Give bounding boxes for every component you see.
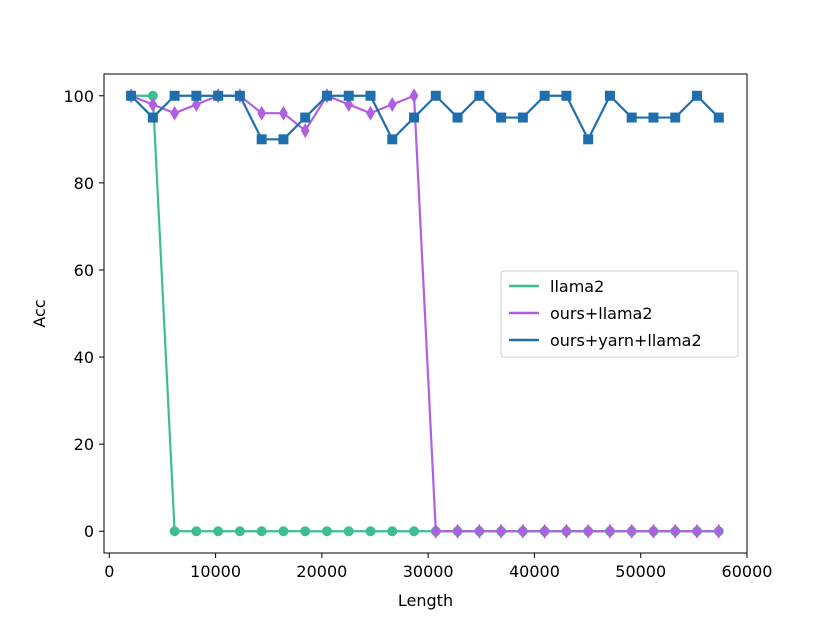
x-tick-label: 60000 — [722, 562, 773, 581]
data-point — [343, 526, 354, 537]
data-point — [627, 523, 637, 539]
x-tick-label: 20000 — [296, 562, 347, 581]
data-point — [583, 134, 594, 145]
data-point — [670, 523, 680, 539]
data-point — [474, 90, 485, 101]
data-point — [278, 134, 289, 145]
x-tick-label: 50000 — [615, 562, 666, 581]
y-tick-label: 100 — [63, 87, 94, 106]
data-point — [387, 96, 397, 112]
data-point — [191, 90, 202, 101]
data-point — [649, 523, 658, 539]
data-point — [518, 523, 528, 539]
data-point — [409, 526, 420, 537]
data-point — [300, 526, 311, 537]
data-point — [213, 90, 224, 101]
data-point — [279, 105, 288, 121]
legend-box — [500, 270, 739, 358]
data-point — [147, 112, 158, 123]
data-point — [431, 523, 441, 539]
data-point — [474, 523, 484, 539]
data-point — [539, 90, 550, 101]
data-point — [169, 526, 180, 537]
data-point — [387, 134, 398, 145]
legend-label: llama2 — [550, 277, 604, 296]
y-tick-label: 80 — [74, 174, 94, 193]
data-point — [583, 523, 593, 539]
data-point — [409, 88, 419, 104]
data-point — [234, 90, 245, 101]
data-point — [365, 90, 376, 101]
data-point — [170, 105, 179, 121]
data-point — [496, 112, 507, 123]
series-layer — [126, 88, 724, 539]
data-point — [714, 523, 724, 539]
data-point — [344, 96, 354, 112]
data-point — [692, 90, 703, 101]
data-point — [670, 112, 681, 123]
data-point — [713, 112, 724, 123]
data-point — [256, 134, 267, 145]
data-point — [321, 526, 332, 537]
data-point — [213, 526, 224, 537]
data-point — [234, 526, 245, 537]
data-point — [365, 526, 376, 537]
x-tick-label: 0 — [104, 562, 114, 581]
series-ours-yarn-llama2 — [126, 90, 724, 145]
data-point — [692, 523, 702, 539]
data-point — [409, 112, 420, 123]
data-point — [278, 526, 289, 537]
data-point — [452, 112, 463, 123]
y-tick-label: 20 — [74, 435, 94, 454]
data-point — [191, 526, 202, 537]
data-point — [496, 523, 506, 539]
data-point — [256, 526, 267, 537]
data-point — [321, 90, 332, 101]
data-point — [126, 90, 137, 101]
data-point — [540, 523, 550, 539]
data-point — [192, 96, 201, 112]
data-point — [430, 90, 441, 101]
x-tick-label: 30000 — [403, 562, 454, 581]
x-axis-ticks: 0 10000 20000 30000 40000 50000 60000 — [104, 553, 772, 581]
data-point — [648, 112, 659, 123]
data-point — [605, 523, 615, 539]
data-point — [387, 526, 398, 537]
x-tick-label: 10000 — [190, 562, 241, 581]
data-point — [562, 523, 571, 539]
data-point — [366, 105, 375, 121]
legend-label: ours+llama2 — [550, 304, 653, 323]
y-tick-label: 40 — [74, 348, 94, 367]
data-point — [169, 90, 180, 101]
axes-frame — [103, 73, 748, 554]
series-line — [130, 94, 720, 141]
data-point — [517, 112, 528, 123]
x-axis-label: Length — [398, 591, 453, 610]
y-tick-label: 0 — [84, 522, 94, 541]
y-axis-ticks: 0 20 40 60 80 100 — [63, 87, 104, 541]
legend-label: ours+yarn+llama2 — [550, 331, 702, 350]
legend: llama2 ours+llama2 ours+yarn+llama2 — [500, 270, 739, 358]
data-point — [626, 112, 637, 123]
x-tick-label: 40000 — [509, 562, 560, 581]
data-point — [561, 90, 572, 101]
y-tick-label: 60 — [74, 261, 94, 280]
data-point — [604, 90, 615, 101]
y-axis-label: Acc — [30, 299, 49, 327]
data-point — [343, 90, 354, 101]
data-point — [453, 523, 462, 539]
data-point — [148, 96, 158, 112]
data-point — [300, 112, 311, 123]
data-point — [257, 105, 267, 121]
data-point — [300, 123, 310, 139]
